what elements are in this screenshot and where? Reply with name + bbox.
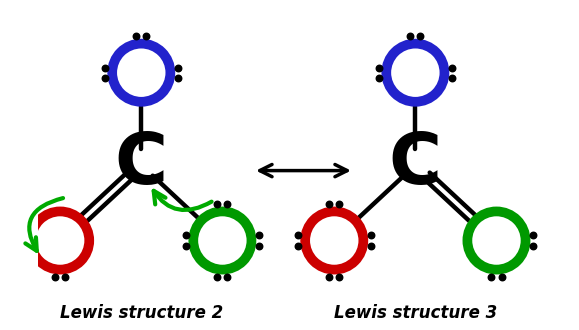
- Text: Lewis structure 3: Lewis structure 3: [334, 304, 497, 322]
- Point: [293, 243, 302, 248]
- Point: [19, 243, 28, 248]
- Point: [100, 65, 109, 70]
- Point: [325, 202, 334, 207]
- Text: C: C: [115, 130, 168, 200]
- Point: [487, 274, 496, 280]
- Point: [528, 233, 537, 238]
- Point: [100, 75, 109, 81]
- Point: [61, 274, 70, 280]
- Point: [181, 233, 190, 238]
- Point: [366, 243, 375, 248]
- Point: [375, 75, 384, 81]
- Point: [528, 243, 537, 248]
- Point: [50, 274, 60, 280]
- Point: [335, 274, 344, 280]
- Point: [447, 65, 456, 70]
- Point: [375, 65, 384, 70]
- Point: [173, 75, 182, 81]
- Point: [212, 274, 222, 280]
- Point: [223, 274, 232, 280]
- Text: C: C: [389, 130, 442, 200]
- Point: [406, 34, 415, 39]
- Point: [19, 233, 28, 238]
- Point: [254, 233, 263, 238]
- Point: [254, 243, 263, 248]
- Point: [325, 274, 334, 280]
- Text: Lewis structure 2: Lewis structure 2: [60, 304, 223, 322]
- Point: [366, 233, 375, 238]
- Point: [212, 202, 222, 207]
- Point: [142, 34, 151, 39]
- Point: [497, 274, 506, 280]
- Point: [293, 233, 302, 238]
- Point: [131, 34, 141, 39]
- Point: [447, 75, 456, 81]
- Point: [173, 65, 182, 70]
- Point: [335, 202, 344, 207]
- Point: [223, 202, 232, 207]
- Point: [181, 243, 190, 248]
- Point: [416, 34, 425, 39]
